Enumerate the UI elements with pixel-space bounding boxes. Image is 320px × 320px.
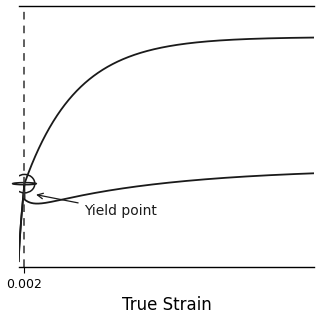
- Text: Yield point: Yield point: [37, 193, 156, 218]
- X-axis label: True Strain: True Strain: [122, 296, 212, 315]
